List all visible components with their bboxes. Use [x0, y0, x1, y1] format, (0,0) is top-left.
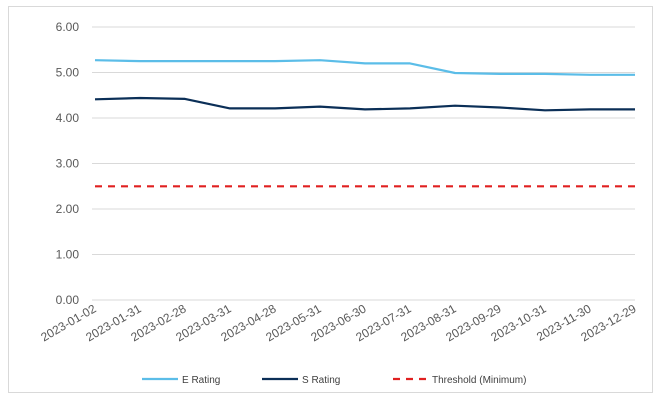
y-tick-label: 4.00 [56, 111, 80, 125]
legend-label: E Rating [182, 375, 220, 386]
y-tick-label: 6.00 [56, 20, 80, 34]
y-tick-label: 0.00 [56, 293, 80, 307]
series-line-1 [94, 59, 635, 76]
legend-label: Threshold (Minimum) [432, 375, 526, 386]
y-tick-label: 2.00 [56, 202, 80, 216]
y-tick-label: 1.00 [56, 248, 80, 262]
chart-frame [8, 6, 653, 393]
y-tick-label: 3.00 [56, 157, 80, 171]
legend-label: S Rating [302, 375, 340, 386]
y-tick-label: 5.00 [56, 66, 80, 80]
series-line-2 [94, 96, 635, 112]
